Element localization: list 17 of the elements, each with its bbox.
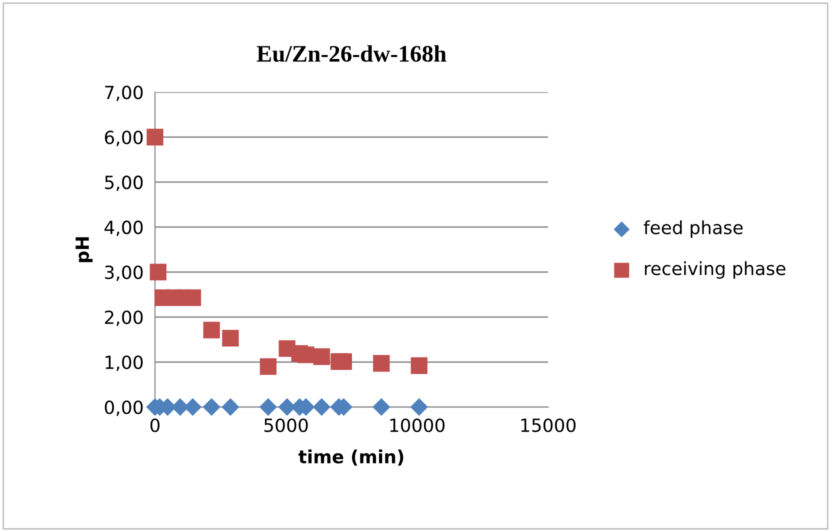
y-tick-label: 6,00 — [104, 130, 143, 146]
y-tick-label: 1,00 — [106, 355, 143, 371]
y-tick-label: 4,00 — [104, 220, 143, 236]
x-axis-title: time (min) — [298, 449, 404, 466]
x-tick-label: 10000 — [390, 418, 445, 432]
legend-label: receiving phase — [644, 261, 786, 279]
x-tick-label: 5000 — [264, 418, 308, 432]
y-tick-label: 7,00 — [105, 86, 143, 102]
y-tick-label: 2,00 — [104, 310, 143, 326]
y-tick-label: 3,00 — [105, 266, 143, 282]
y-tick-label: 0,00 — [104, 400, 143, 416]
chart-title: Eu/Zn-26-dw-168h — [256, 45, 446, 62]
x-tick-label: 15000 — [521, 418, 576, 432]
y-axis-title: pH — [76, 237, 93, 262]
x-tick-label: 0 — [150, 418, 160, 432]
y-tick-label: 5,00 — [105, 176, 143, 192]
legend-label: feed phase — [644, 220, 743, 238]
